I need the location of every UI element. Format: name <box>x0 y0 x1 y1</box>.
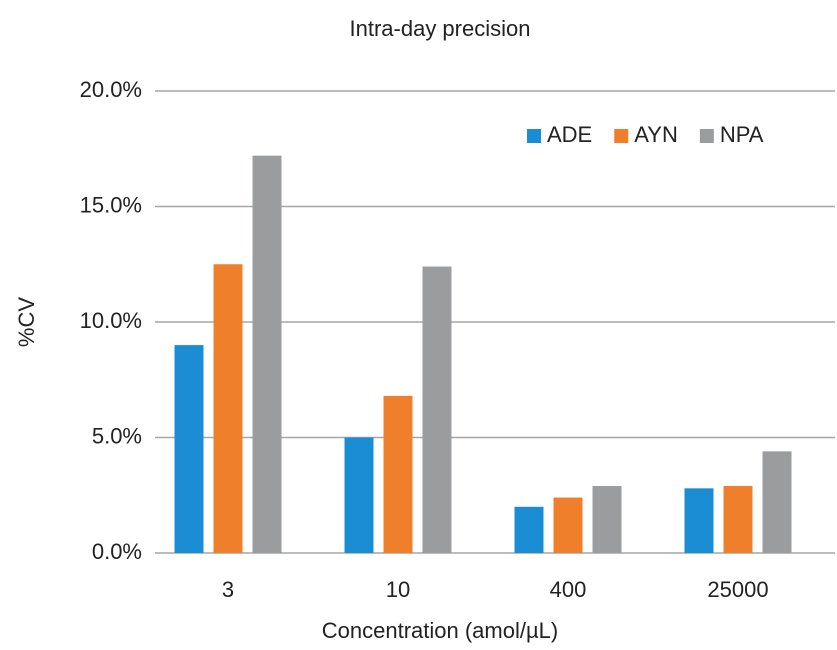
x-tick-label: 10 <box>386 577 410 602</box>
legend-label: ADE <box>547 122 592 147</box>
legend-swatch <box>527 129 541 143</box>
bar <box>723 486 753 553</box>
y-tick-label: 5.0% <box>92 423 142 448</box>
y-axis-label: %CV <box>14 297 39 347</box>
bar <box>252 155 282 553</box>
bar <box>553 497 583 553</box>
legend-swatch <box>699 129 714 143</box>
bar <box>684 488 714 553</box>
bar <box>514 506 544 553</box>
bar <box>762 451 792 553</box>
y-tick-label: 20.0% <box>80 77 142 102</box>
x-axis-label: Concentration (amol/µL) <box>322 618 558 643</box>
y-tick-label: 0.0% <box>92 539 142 564</box>
x-tick-label: 3 <box>222 577 234 602</box>
bar <box>592 486 622 553</box>
legend-label: AYN <box>634 122 678 147</box>
bar <box>213 264 243 553</box>
bar <box>422 266 452 553</box>
y-tick-label: 10.0% <box>80 308 142 333</box>
bar <box>174 345 204 553</box>
x-tick-label: 400 <box>550 577 587 602</box>
bar <box>344 437 374 553</box>
legend-label: NPA <box>720 122 764 147</box>
legend-swatch <box>614 129 629 143</box>
x-tick-label: 25000 <box>707 577 768 602</box>
y-tick-label: 15.0% <box>80 192 142 217</box>
chart-title: Intra-day precision <box>350 16 531 41</box>
bar <box>383 395 413 553</box>
